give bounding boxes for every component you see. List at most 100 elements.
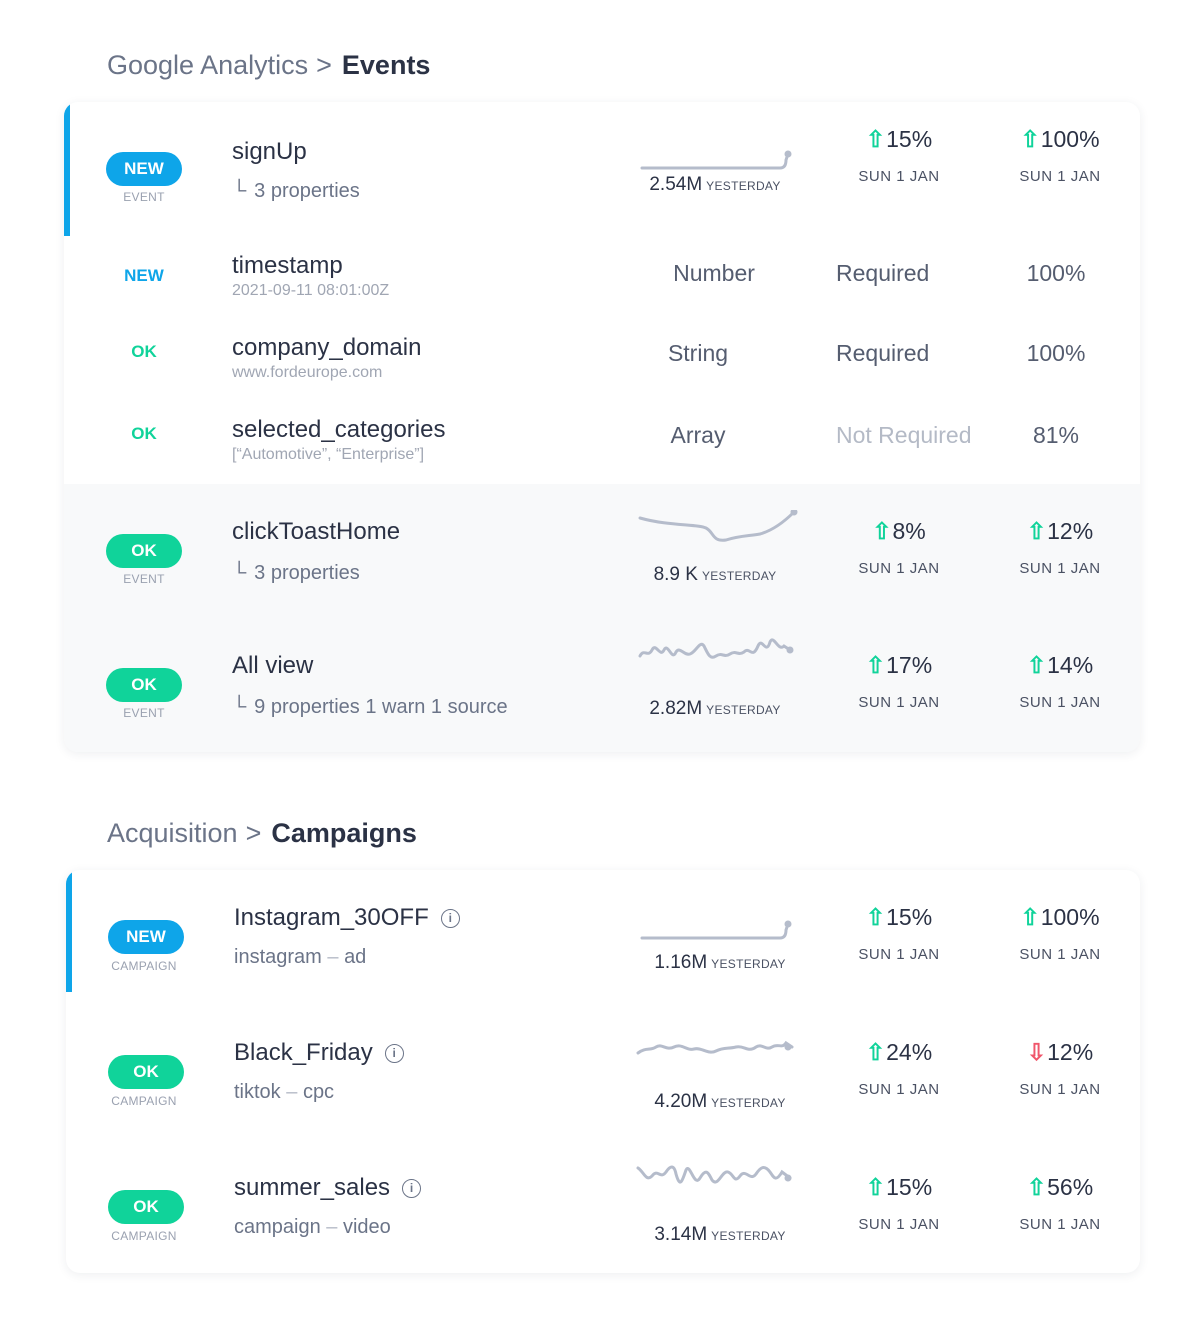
change-week: ⇧15% — [819, 1174, 979, 1201]
tree-branch-icon: └ — [232, 180, 247, 202]
property-coverage: 81% — [1032, 422, 1080, 448]
info-icon[interactable]: i — [402, 1179, 422, 1198]
info-icon[interactable]: i — [440, 909, 460, 928]
change-month-date: SUN 1 JAN — [1019, 1081, 1101, 1098]
property-example: 2021-09-11 08:01:00Z — [232, 282, 390, 299]
change-month: ⇧100% — [980, 904, 1140, 931]
campaigns-card: NEW CAMPAIGN Instagram_30OFF i instagram … — [66, 870, 1140, 1273]
campaign-row[interactable]: OK CAMPAIGN Black_Friday i tiktok – cpc 4… — [66, 1005, 1140, 1140]
campaign-row[interactable]: OK CAMPAIGN summer_sales i campaign – vid… — [66, 1140, 1140, 1273]
campaign-name[interactable]: summer_sales i — [234, 1174, 422, 1202]
status-badge: OK — [108, 1055, 184, 1089]
sparkline — [638, 638, 794, 659]
property-name[interactable]: company_domain — [232, 334, 422, 361]
arrow-up-icon: ⇧ — [865, 1174, 886, 1200]
change-value: 15% — [886, 1174, 933, 1200]
property-name[interactable]: selected_categories — [232, 416, 446, 443]
property-row[interactable]: OK company_domain www.fordeurope.com Str… — [64, 318, 1140, 400]
arrow-up-icon: ⇧ — [865, 126, 886, 152]
campaign-volume: 1.16M YESTERDAY — [654, 952, 786, 973]
change-value: 100% — [1040, 126, 1100, 152]
event-name[interactable]: All view — [232, 652, 314, 679]
property-type: String — [667, 340, 729, 366]
breadcrumb-current: Events — [341, 50, 431, 80]
property-coverage: 100% — [1026, 340, 1086, 366]
property-example: www.fordeurope.com — [232, 364, 383, 381]
campaign-volume: 3.14M YESTERDAY — [654, 1224, 786, 1245]
property-example: [“Automotive”, “Enterprise”] — [232, 446, 425, 463]
event-volume: 2.54M YESTERDAY — [649, 174, 781, 195]
breadcrumb-events: Google Analytics > Events — [107, 50, 430, 81]
status-badge: OK — [106, 668, 182, 702]
status-badge: NEW — [106, 152, 182, 186]
campaign-row[interactable]: NEW CAMPAIGN Instagram_30OFF i instagram … — [66, 870, 1140, 1005]
breadcrumb-campaigns: Acquisition > Campaigns — [107, 818, 417, 849]
change-value: 12% — [1047, 1039, 1094, 1065]
change-week-date: SUN 1 JAN — [858, 560, 940, 577]
campaign-name[interactable]: Black_Friday i — [234, 1039, 404, 1067]
change-week: ⇧24% — [819, 1039, 979, 1066]
events-card: NEW EVENT signUp └ 3 properties 2.54M YEST… — [64, 102, 1140, 752]
change-value: 17% — [886, 652, 933, 678]
change-week: ⇧8% — [819, 518, 979, 545]
properties-count: 3 properties — [254, 562, 360, 584]
campaign-name[interactable]: Instagram_30OFF i — [234, 904, 460, 932]
change-value: 12% — [1047, 518, 1094, 544]
event-properties[interactable]: └ 3 properties — [232, 562, 360, 585]
event-row[interactable]: OK EVENT All view └ 9 properties 1 warn 1… — [64, 618, 1140, 752]
change-value: 15% — [886, 126, 933, 152]
change-week-date: SUN 1 JAN — [858, 946, 940, 963]
kind-label: EVENT — [123, 572, 165, 586]
kind-label: CAMPAIGN — [111, 1094, 177, 1108]
change-month: ⇩12% — [980, 1039, 1140, 1066]
event-row[interactable]: NEW EVENT signUp └ 3 properties 2.54M YEST… — [64, 102, 1140, 236]
arrow-up-icon: ⇧ — [865, 1039, 886, 1065]
breadcrumb-parent[interactable]: Acquisition — [107, 818, 238, 848]
kind-label: EVENT — [123, 190, 165, 204]
campaign-source-medium: tiktok – cpc — [234, 1081, 335, 1103]
property-row[interactable]: NEW timestamp 2021-09-11 08:01:00Z Numbe… — [64, 236, 1140, 318]
change-value: 56% — [1047, 1174, 1094, 1200]
event-row[interactable]: OK EVENT clickToastHome └ 3 properties 8.… — [64, 484, 1140, 618]
property-name[interactable]: timestamp — [232, 252, 343, 279]
event-properties[interactable]: └ 9 properties 1 warn 1 source — [232, 696, 508, 719]
status-label: NEW — [124, 266, 164, 285]
change-value: 100% — [1040, 904, 1100, 930]
event-properties[interactable]: └ 3 properties — [232, 180, 360, 203]
change-month-date: SUN 1 JAN — [1019, 694, 1101, 711]
info-icon[interactable]: i — [384, 1044, 404, 1063]
change-month-date: SUN 1 JAN — [1019, 168, 1101, 185]
change-month-date: SUN 1 JAN — [1019, 1216, 1101, 1233]
arrow-up-icon: ⇧ — [872, 518, 892, 544]
breadcrumb-parent[interactable]: Google Analytics — [107, 50, 309, 80]
selected-indicator — [66, 870, 72, 992]
sparkline — [636, 1040, 794, 1055]
change-week-date: SUN 1 JAN — [858, 1216, 940, 1233]
breadcrumb-separator: > — [245, 818, 262, 848]
change-value: 15% — [886, 904, 933, 930]
arrow-up-icon: ⇧ — [865, 652, 886, 678]
change-month: ⇧100% — [980, 126, 1140, 153]
arrow-up-icon: ⇧ — [1026, 518, 1047, 544]
event-name[interactable]: signUp — [232, 138, 307, 165]
sparkline — [640, 150, 792, 170]
sparkline — [640, 920, 792, 940]
change-month-date: SUN 1 JAN — [1019, 560, 1101, 577]
properties-count: 3 properties — [254, 180, 360, 202]
status-badge: OK — [106, 534, 182, 568]
breadcrumb-current: Campaigns — [271, 818, 417, 848]
property-row[interactable]: OK selected_categories [“Automotive”, “E… — [64, 400, 1140, 484]
tree-branch-icon: └ — [232, 696, 247, 718]
arrow-up-icon: ⇧ — [1026, 652, 1047, 678]
property-required: Required — [836, 260, 930, 286]
property-required: Required — [836, 340, 930, 366]
change-value: 8% — [892, 518, 926, 544]
change-week: ⇧17% — [819, 652, 979, 679]
property-coverage: 100% — [1026, 260, 1086, 286]
sparkline — [636, 1165, 792, 1184]
selected-indicator — [64, 102, 70, 236]
event-name[interactable]: clickToastHome — [232, 518, 401, 545]
breadcrumb-separator: > — [316, 50, 332, 80]
event-volume: 8.9 K YESTERDAY — [653, 564, 777, 585]
kind-label: EVENT — [123, 706, 165, 720]
